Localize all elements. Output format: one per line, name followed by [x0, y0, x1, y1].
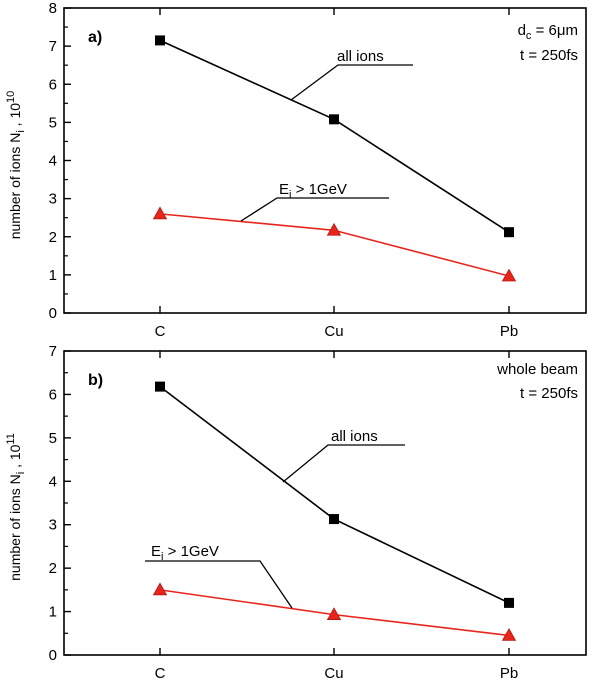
- y-tick-label: 2: [49, 229, 57, 246]
- y-axis: 0 1 2 3 4 5 6 7 8: [49, 0, 71, 322]
- series-line: [159, 385, 510, 604]
- series-label: all ions: [337, 48, 384, 65]
- plot-frame: [63, 7, 587, 314]
- info-text: whole beam: [496, 361, 578, 378]
- x-tick-label: Cu: [324, 323, 343, 340]
- y-tick-label: 0: [49, 647, 57, 664]
- info-text: dc = 6μm: [518, 22, 578, 42]
- annotation-leader: [290, 64, 413, 101]
- annotation-leader: [282, 444, 405, 483]
- data-point: [329, 114, 339, 125]
- series-all-ions: all ions: [155, 381, 514, 608]
- y-tick-label: 3: [49, 517, 57, 534]
- y-tick-label: 7: [49, 343, 57, 360]
- series-line: [159, 213, 510, 277]
- data-point: [152, 582, 168, 596]
- y-axis-label: number of ions Ni , 1010: [5, 91, 27, 240]
- y-tick-label: 1: [49, 604, 57, 621]
- x-tick-label: Pb: [500, 665, 518, 680]
- x-tick-label: C: [155, 665, 166, 680]
- data-point: [155, 381, 165, 392]
- x-tick-label: C: [155, 323, 166, 340]
- y-tick-label: 5: [49, 114, 57, 131]
- data-point: [155, 35, 165, 46]
- y-tick-label: 6: [49, 386, 57, 403]
- series-label: Ei > 1GeV: [151, 543, 219, 563]
- data-point: [326, 607, 342, 620]
- y-tick-label: 8: [49, 0, 57, 17]
- panel-label: a): [88, 29, 102, 46]
- x-axis: C Cu Pb: [155, 648, 518, 680]
- data-point: [326, 222, 342, 236]
- panel-label: b): [88, 372, 103, 389]
- series-line: [159, 39, 510, 233]
- data-point: [152, 206, 168, 220]
- data-point: [504, 597, 514, 608]
- data-point: [504, 227, 514, 238]
- y-tick-label: 7: [49, 38, 57, 55]
- info-text: t = 250fs: [520, 47, 578, 64]
- plot-frame: [63, 350, 587, 656]
- y-axis-label: number of ions Ni , 1011: [5, 433, 27, 581]
- y-tick-label: 4: [49, 473, 57, 490]
- annotation-leader: [145, 560, 293, 609]
- y-tick-label: 2: [49, 560, 57, 577]
- series-energetic-ions: Ei > 1GeV: [152, 181, 517, 282]
- chart-panel-2: 0 1 2 3 4 5 6 7 C Cu Pb number of ions Ni , 1011 b) w…: [5, 343, 587, 680]
- y-axis: 0 1 2 3 4 5 6 7: [49, 343, 71, 664]
- y-tick-label: 0: [49, 305, 57, 322]
- y-tick-label: 5: [49, 430, 57, 447]
- series-all-ions: all ions: [155, 35, 514, 238]
- data-point: [329, 514, 339, 525]
- data-point: [501, 628, 517, 641]
- series-energetic-ions: Ei > 1GeV: [145, 543, 517, 641]
- annotation-leader: [240, 197, 389, 222]
- x-axis: C Cu Pb: [155, 306, 518, 340]
- y-tick-label: 3: [49, 191, 57, 208]
- y-tick-label: 1: [49, 267, 57, 284]
- x-tick-label: Pb: [500, 323, 518, 340]
- info-text: t = 250fs: [520, 385, 578, 402]
- data-point: [501, 268, 517, 282]
- y-tick-label: 4: [49, 153, 57, 170]
- y-tick-label: 6: [49, 76, 57, 93]
- chart-panel-1: 0 1 2 3 4 5 6 7 8 C Cu Pb number of ions Ni , 1010 a)…: [5, 0, 587, 340]
- x-tick-label: Cu: [324, 665, 343, 680]
- series-label: all ions: [331, 428, 378, 445]
- series-label: Ei > 1GeV: [279, 181, 347, 201]
